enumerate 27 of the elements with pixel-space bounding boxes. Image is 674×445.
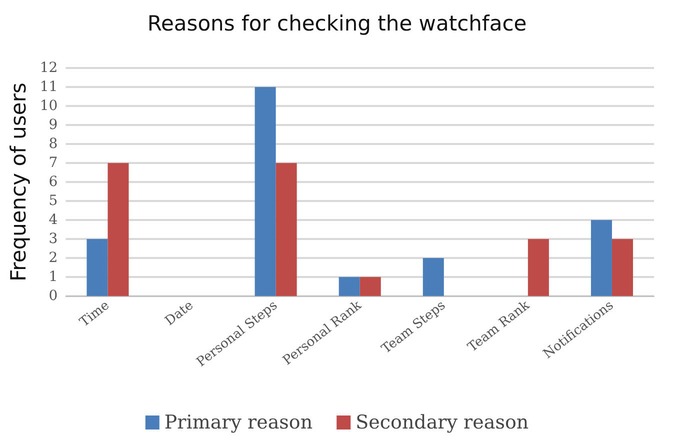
bar — [590, 220, 612, 296]
y-tick-label: 4 — [48, 212, 58, 228]
y-tick-label: 5 — [48, 193, 58, 209]
chart-title: Reasons for checking the watchface — [147, 12, 527, 36]
y-tick-label: 6 — [48, 174, 58, 190]
bar — [422, 258, 444, 296]
y-tick-label: 12 — [40, 60, 58, 76]
bar — [360, 277, 381, 296]
y-tick-label: 1 — [48, 269, 58, 285]
y-tick-label: 9 — [48, 117, 58, 133]
y-tick-label: 11 — [40, 79, 58, 95]
bar — [108, 163, 129, 296]
legend-label: Primary reason — [164, 412, 313, 434]
bar — [254, 87, 276, 296]
y-axis-title: Frequency of users — [6, 82, 30, 282]
bar — [276, 163, 297, 296]
bar — [612, 239, 633, 296]
bar — [528, 239, 549, 296]
bar — [86, 239, 108, 296]
y-tick-label: 3 — [48, 231, 58, 247]
bar — [338, 277, 360, 296]
y-tick-label: 0 — [48, 288, 58, 304]
legend-label: Secondary reason — [356, 412, 529, 434]
y-tick-label: 10 — [40, 98, 58, 114]
y-tick-label: 7 — [48, 155, 58, 171]
y-tick-label: 2 — [48, 250, 58, 266]
y-tick-label: 8 — [48, 136, 58, 152]
